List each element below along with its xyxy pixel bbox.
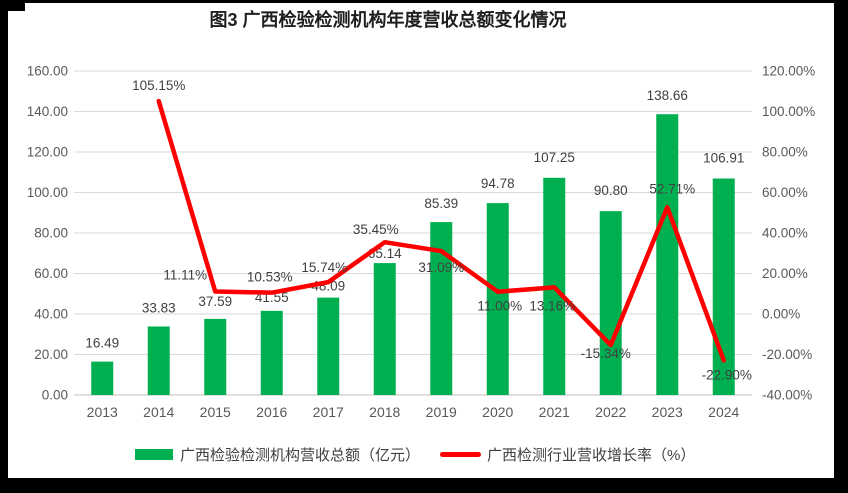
bar-label-2014: 33.83 (142, 300, 176, 315)
y-axis-tick-left: 0.00 (42, 388, 68, 403)
y-axis-tick-right: 100.00% (762, 104, 815, 119)
y-axis-tick-left: 120.00 (27, 145, 68, 160)
y-axis-tick-right: -20.00% (762, 347, 812, 362)
frame-corner-notch (8, 3, 25, 11)
legend-line-swatch (440, 452, 481, 457)
bar-2014 (147, 326, 170, 395)
y-axis-tick-right: 60.00% (762, 185, 808, 200)
y-axis-tick-left: 40.00 (34, 307, 68, 322)
growth-line (156, 98, 726, 363)
y-axis-tick-right: 120.00% (762, 64, 815, 79)
y-axis-tick-right: 20.00% (762, 266, 808, 281)
y-axis-tick-left: 80.00 (34, 226, 68, 241)
bar-2016 (260, 310, 283, 395)
y-axis-tick-left: 100.00 (27, 185, 68, 200)
x-axis-label-2013: 2013 (87, 404, 118, 420)
bar-label-2022: 90.80 (594, 183, 628, 198)
y-axis-tick-left: 160.00 (27, 64, 68, 79)
line-label-2016: 10.53% (247, 270, 293, 285)
x-axis-label-2017: 2017 (313, 404, 344, 420)
bar-2018 (373, 263, 396, 395)
x-axis-label-2022: 2022 (595, 404, 626, 420)
line-label-2014: 105.15% (132, 78, 185, 93)
bar-label-2020: 94.78 (481, 176, 515, 191)
bar-label-2024: 106.91 (703, 151, 744, 166)
bar-2020 (486, 203, 509, 395)
bar-label-2013: 16.49 (85, 336, 119, 351)
bar-2019 (430, 222, 453, 395)
bar-label-2015: 37.59 (198, 294, 232, 309)
line-label-2017: 15.74% (301, 260, 347, 275)
x-axis-label-2019: 2019 (426, 404, 457, 420)
x-axis-label-2016: 2016 (256, 404, 287, 420)
chart-background (8, 3, 834, 478)
line-label-2018: 35.45% (353, 222, 399, 237)
bar-2015 (204, 318, 227, 395)
bar-label-2023: 138.66 (647, 88, 688, 103)
legend-line-label: 广西检测行业营收增长率（%） (487, 447, 695, 464)
plot-area: 0.00 -40.00% 20.00 -20.00% 40.00 0.00% 60.00 20… (27, 64, 816, 421)
bar-label-2021: 107.25 (534, 150, 575, 165)
legend-bar-label: 广西检验检测机构营收总额（亿元） (180, 447, 420, 464)
bar-2022 (599, 211, 622, 395)
legend-bar-swatch (135, 449, 173, 460)
line-label-2022: -15.34% (581, 346, 631, 361)
x-axis-label-2021: 2021 (539, 404, 570, 420)
line-label-2015: 11.11% (163, 268, 207, 283)
line-label-2024: -22.90% (702, 367, 752, 382)
y-axis-tick-left: 60.00 (34, 266, 68, 281)
bar-2013 (91, 361, 114, 395)
y-axis-tick-right: -40.00% (762, 388, 812, 403)
line-label-2021: 13.16% (529, 298, 575, 313)
bar-2017 (317, 297, 340, 395)
bar-label-2019: 85.39 (424, 196, 458, 211)
x-axis-label-2014: 2014 (143, 404, 174, 420)
y-axis-tick-right: 0.00% (762, 307, 800, 322)
line-label-2019: 31.09% (418, 260, 464, 275)
x-axis-label-2015: 2015 (200, 404, 231, 420)
y-axis-tick-right: 40.00% (762, 226, 808, 241)
bar-2023 (656, 114, 679, 395)
x-axis-label-2020: 2020 (482, 404, 513, 420)
x-axis-label-2023: 2023 (652, 404, 683, 420)
line-label-2020: 11.00% (477, 299, 522, 314)
y-axis-tick-left: 20.00 (34, 347, 68, 362)
chart-title: 图3 广西检验检测机构年度营收总额变化情况 (209, 9, 566, 30)
line-label-2023: 52.71% (649, 181, 695, 196)
x-axis-label-2018: 2018 (369, 404, 400, 420)
chart-legend: 广西检验检测机构营收总额（亿元） 广西检测行业营收增长率（%） (135, 447, 695, 464)
y-axis-tick-left: 140.00 (27, 104, 68, 119)
y-axis-tick-right: 80.00% (762, 145, 808, 160)
x-axis-label-2024: 2024 (708, 404, 739, 420)
